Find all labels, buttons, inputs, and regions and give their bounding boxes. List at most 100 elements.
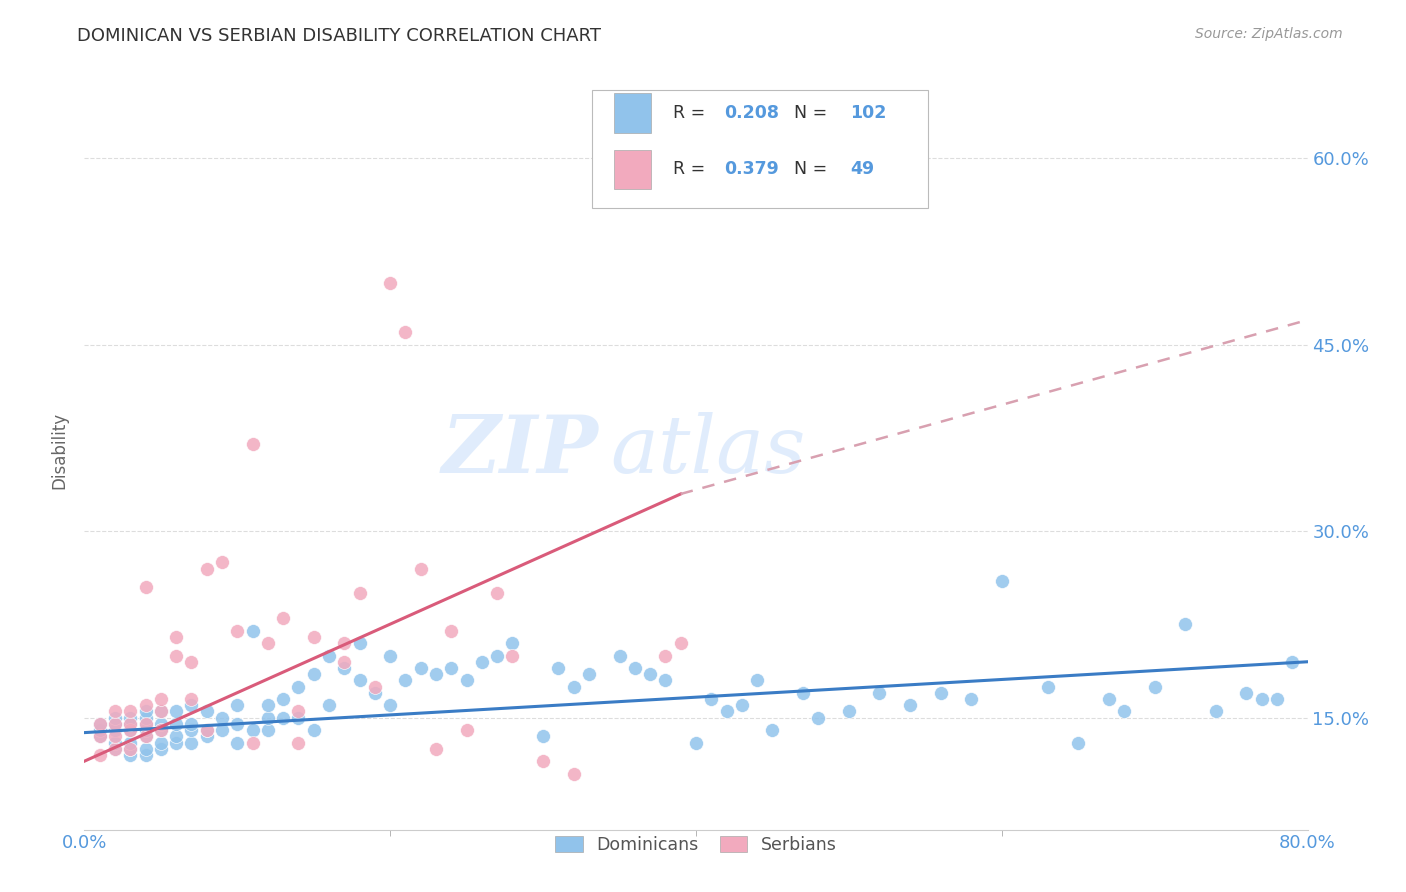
Point (333, 661, 356, 675)
Point (1067, 735, 1090, 749)
Point (135, 711, 157, 725)
Point (609, 648, 631, 663)
Point (104, 711, 127, 725)
Point (257, 636, 280, 650)
Point (180, 655, 202, 669)
Point (180, 723, 202, 738)
Point (257, 698, 280, 713)
Point (180, 717, 202, 731)
Point (271, 611, 294, 625)
Text: N =: N = (783, 161, 838, 178)
Point (502, 648, 524, 663)
Point (562, 680, 585, 694)
Point (1174, 617, 1197, 632)
Text: N =: N = (783, 103, 832, 122)
Text: atlas: atlas (610, 412, 806, 489)
Point (226, 698, 249, 713)
Point (1143, 680, 1166, 694)
Point (349, 673, 371, 688)
Point (1098, 692, 1121, 706)
Point (135, 747, 157, 762)
Point (257, 711, 280, 725)
Point (456, 673, 478, 688)
Point (89, 729, 111, 743)
Point (287, 711, 309, 725)
Point (669, 636, 692, 650)
Point (287, 680, 309, 694)
Point (409, 561, 432, 575)
Point (349, 586, 371, 600)
Point (165, 729, 187, 743)
Point (302, 723, 325, 738)
Point (1281, 655, 1303, 669)
Point (226, 735, 249, 749)
Point (165, 735, 187, 749)
Text: ZIP: ZIP (441, 412, 598, 489)
Point (211, 723, 233, 738)
Point (287, 705, 309, 719)
Text: R =: R = (672, 103, 710, 122)
Point (838, 705, 860, 719)
Point (195, 723, 218, 738)
Point (394, 326, 416, 340)
FancyBboxPatch shape (592, 90, 928, 208)
Point (104, 705, 127, 719)
Point (104, 741, 127, 756)
Point (135, 698, 157, 713)
Point (180, 698, 202, 713)
Point (120, 747, 142, 762)
Point (562, 766, 585, 780)
Point (89, 747, 111, 762)
Point (869, 686, 891, 700)
Point (333, 636, 356, 650)
Text: 0.208: 0.208 (724, 103, 779, 122)
Point (638, 667, 661, 681)
Point (731, 698, 754, 713)
Point (120, 705, 142, 719)
FancyBboxPatch shape (614, 150, 651, 189)
Point (195, 705, 218, 719)
Point (135, 741, 157, 756)
Point (302, 630, 325, 644)
Point (149, 705, 172, 719)
Point (195, 723, 218, 738)
Point (149, 723, 172, 738)
Point (135, 723, 157, 738)
Point (486, 648, 509, 663)
Point (89, 723, 111, 738)
Text: Source: ZipAtlas.com: Source: ZipAtlas.com (1195, 27, 1343, 41)
Point (349, 636, 371, 650)
Point (226, 624, 249, 638)
Point (531, 729, 554, 743)
Point (226, 717, 249, 731)
Point (716, 705, 738, 719)
Point (149, 735, 172, 749)
Point (120, 741, 142, 756)
Point (165, 630, 187, 644)
Point (242, 735, 264, 749)
Point (364, 686, 387, 700)
Point (898, 698, 921, 713)
Point (89, 717, 111, 731)
Point (120, 735, 142, 749)
Point (654, 673, 676, 688)
Point (149, 741, 172, 756)
Point (409, 661, 432, 675)
Point (425, 667, 447, 681)
Point (242, 624, 264, 638)
Point (792, 686, 814, 700)
Point (120, 723, 142, 738)
Point (104, 723, 127, 738)
Point (1036, 680, 1059, 694)
Point (149, 705, 172, 719)
Point (287, 735, 309, 749)
Text: 49: 49 (851, 161, 875, 178)
Point (242, 437, 264, 451)
Point (89, 717, 111, 731)
Point (1250, 692, 1272, 706)
Point (654, 648, 676, 663)
Point (807, 711, 830, 725)
Point (104, 729, 127, 743)
Point (104, 741, 127, 756)
Point (333, 655, 356, 669)
